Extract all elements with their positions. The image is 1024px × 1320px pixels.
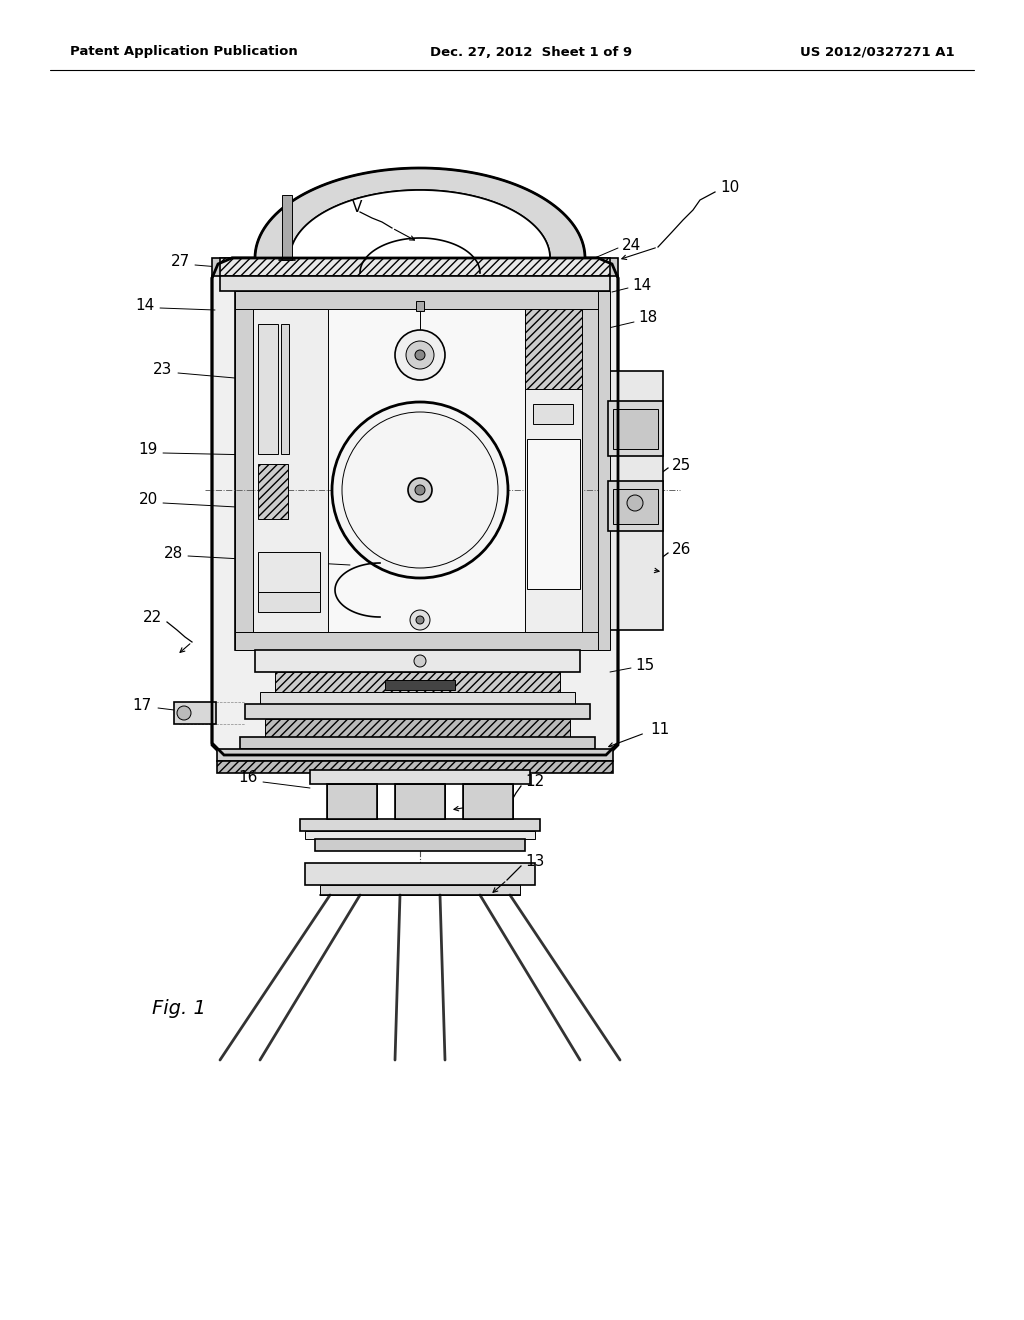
Text: Dec. 27, 2012  Sheet 1 of 9: Dec. 27, 2012 Sheet 1 of 9 [430, 45, 632, 58]
Bar [217, 762, 613, 774]
Bar [220, 276, 610, 290]
Bar [525, 309, 582, 389]
Bar [258, 465, 288, 519]
Bar [258, 591, 319, 612]
Bar [275, 672, 560, 692]
Bar [305, 863, 535, 884]
Text: 26: 26 [672, 543, 691, 557]
Bar [315, 840, 525, 851]
Bar [395, 784, 445, 818]
Text: 13: 13 [525, 854, 545, 870]
Circle shape [395, 330, 445, 380]
Text: 17: 17 [133, 697, 152, 713]
Polygon shape [212, 257, 618, 755]
Circle shape [627, 495, 643, 511]
Bar [234, 290, 600, 309]
Circle shape [415, 484, 425, 495]
Bar [305, 832, 535, 840]
Bar [613, 488, 658, 524]
Bar [240, 737, 595, 748]
Polygon shape [290, 190, 550, 257]
Bar [613, 409, 658, 449]
Bar [395, 784, 445, 818]
Text: V: V [352, 199, 362, 214]
Polygon shape [255, 168, 585, 257]
Text: 28: 28 [164, 545, 183, 561]
Bar [327, 784, 377, 818]
Text: US 2012/0327271 A1: US 2012/0327271 A1 [801, 45, 955, 58]
Bar [217, 748, 613, 762]
Text: 12: 12 [525, 775, 544, 789]
Bar [220, 257, 610, 276]
Bar [608, 371, 663, 630]
Bar [463, 784, 513, 818]
Bar [527, 440, 580, 589]
Bar [534, 404, 573, 424]
Text: Patent Application Publication: Patent Application Publication [70, 45, 298, 58]
Bar [234, 290, 253, 649]
Bar [253, 309, 328, 632]
Bar [258, 552, 319, 591]
Bar [608, 401, 663, 455]
Bar [525, 309, 582, 632]
Bar [319, 884, 520, 895]
Text: 11: 11 [650, 722, 670, 738]
Bar [582, 290, 600, 649]
Bar [281, 323, 289, 454]
Text: 24: 24 [622, 238, 641, 252]
Bar [212, 257, 618, 276]
Bar [260, 692, 575, 704]
Text: 15: 15 [635, 657, 654, 672]
Text: 20: 20 [138, 492, 158, 507]
Text: 10: 10 [720, 180, 739, 194]
Text: 14: 14 [632, 277, 651, 293]
Bar [234, 290, 600, 649]
Bar [258, 323, 278, 454]
Bar [608, 480, 663, 531]
Bar [416, 301, 424, 312]
Bar [282, 195, 292, 260]
Circle shape [415, 350, 425, 360]
Bar [310, 770, 530, 784]
Text: 25: 25 [672, 458, 691, 473]
Bar [598, 290, 610, 649]
Text: Fig. 1: Fig. 1 [152, 998, 206, 1018]
Circle shape [414, 655, 426, 667]
Circle shape [332, 403, 508, 578]
Bar [234, 632, 600, 649]
Text: 16: 16 [239, 771, 258, 785]
Text: H: H [618, 422, 630, 437]
Circle shape [177, 706, 191, 719]
Text: 14: 14 [136, 297, 155, 313]
Circle shape [408, 478, 432, 502]
Bar [463, 784, 513, 818]
Circle shape [406, 341, 434, 370]
Text: 19: 19 [138, 442, 158, 458]
Bar [174, 702, 216, 723]
Bar [245, 704, 590, 719]
Circle shape [410, 610, 430, 630]
Bar [327, 784, 377, 818]
Text: 23: 23 [153, 363, 172, 378]
Bar [255, 649, 580, 672]
Circle shape [416, 616, 424, 624]
Text: 22: 22 [142, 610, 162, 626]
Text: 27: 27 [171, 255, 190, 269]
Bar [385, 680, 455, 690]
Bar [265, 719, 570, 737]
Bar [300, 818, 540, 832]
Text: 18: 18 [638, 310, 657, 326]
